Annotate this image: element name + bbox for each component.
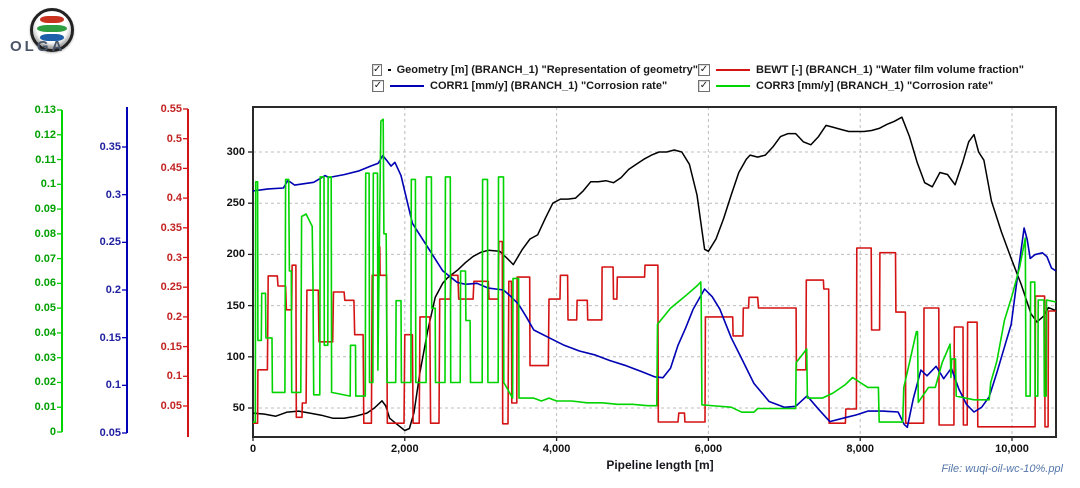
bewt-tick-label: 0.35 bbox=[160, 221, 182, 234]
corr3-tick-label: 0.12 bbox=[34, 128, 56, 141]
corr3-tick-label: 0.1 bbox=[40, 178, 56, 191]
bewt-tick-label: 0.45 bbox=[160, 162, 182, 175]
main-tick-label: 150 bbox=[226, 299, 245, 312]
corr3-tick-label: 0.01 bbox=[34, 401, 56, 414]
corr1-tick-label: 0.05 bbox=[99, 427, 121, 439]
bewt-tick-label: 0.05 bbox=[160, 400, 182, 412]
logo-blue-stripe bbox=[40, 34, 64, 41]
series-bewt-line bbox=[253, 240, 1056, 428]
corr1-tick-label: 0.1 bbox=[105, 379, 121, 392]
bewt-tick-label: 0.1 bbox=[166, 370, 182, 383]
legend-checkbox-corr1[interactable]: ✓ bbox=[372, 80, 384, 92]
x-tick-label: 4,000 bbox=[542, 443, 571, 455]
corr3-tick-label: 0.11 bbox=[35, 153, 56, 166]
main-tick-label: 250 bbox=[226, 197, 245, 210]
legend-checkbox-bewt[interactable]: ✓ bbox=[698, 64, 710, 76]
corr3-tick-label: 0.08 bbox=[34, 227, 56, 240]
x-tick-label: 8,000 bbox=[846, 443, 874, 455]
corr1-tick-label: 0.3 bbox=[105, 188, 121, 201]
olga-logo-text: OLGA bbox=[10, 38, 66, 55]
corr1-tick-label: 0.2 bbox=[105, 284, 121, 296]
legend-checkbox-geometry[interactable]: ✓ bbox=[372, 64, 383, 76]
plot-border bbox=[252, 106, 1057, 438]
bewt-tick-label: 0.15 bbox=[160, 340, 182, 353]
main-tick-label: 50 bbox=[232, 402, 245, 414]
corr3-tick-label: 0.03 bbox=[34, 351, 56, 364]
x-tick-label: 2,000 bbox=[391, 443, 419, 455]
corr1-tick-label: 0.15 bbox=[99, 331, 121, 344]
series-corr1-line bbox=[252, 154, 1057, 429]
x-tick-label: 10,000 bbox=[995, 443, 1029, 455]
logo-green-stripe bbox=[37, 25, 67, 32]
bewt-tick-label: 0.25 bbox=[160, 281, 182, 294]
legend-item-geometry: ✓ Geometry [m] (BRANCH_1) "Representation… bbox=[372, 62, 698, 78]
bewt-tick-label: 0.4 bbox=[166, 192, 182, 205]
logo-red-stripe bbox=[40, 16, 64, 23]
legend-label-corr1: CORR1 [mm/y] (BRANCH_1) "Corrosion rate" bbox=[430, 80, 668, 92]
main-tick-label: 300 bbox=[226, 146, 245, 158]
series-geometry-line bbox=[252, 116, 1057, 432]
corr3-tick-label: 0.04 bbox=[34, 326, 56, 339]
x-tick-label: 6,000 bbox=[694, 443, 723, 455]
legend-color-line-geometry bbox=[388, 69, 391, 71]
legend-item-bewt: ✓ BEWT [-] (BRANCH_1) "Water film volume … bbox=[698, 62, 1024, 78]
corr3-tick-label: 0.07 bbox=[34, 252, 56, 265]
legend-label-bewt: BEWT [-] (BRANCH_1) "Water film volume f… bbox=[756, 64, 1024, 76]
olga-logo-icon bbox=[30, 8, 74, 52]
corr3-tick-label: 0.09 bbox=[34, 203, 56, 216]
legend: ✓ Geometry [m] (BRANCH_1) "Representation… bbox=[372, 62, 1024, 94]
corr3-tick-label: 0.02 bbox=[34, 376, 56, 389]
corr1-tick-label: 0.25 bbox=[99, 236, 121, 249]
x-tick-label: 0 bbox=[249, 443, 257, 455]
main-tick-label: 100 bbox=[226, 350, 245, 363]
legend-checkbox-corr3[interactable]: ✓ bbox=[698, 80, 710, 92]
bewt-tick-label: 0.2 bbox=[166, 310, 182, 323]
corr3-tick-label: 0 bbox=[49, 426, 56, 438]
corr1-tick-label: 0.35 bbox=[99, 141, 121, 153]
bewt-tick-label: 0.3 bbox=[166, 251, 182, 264]
corr3-tick-label: 0.05 bbox=[34, 302, 56, 315]
legend-item-corr3: ✓ CORR3 [mm/y] (BRANCH_1) "Corrosion rate… bbox=[698, 78, 1024, 94]
corr3-tick-label: 0.13 bbox=[34, 104, 56, 116]
legend-label-geometry: Geometry [m] (BRANCH_1) "Representation … bbox=[396, 64, 698, 76]
bewt-tick-label: 0.5 bbox=[166, 132, 182, 145]
x-axis-title: Pipeline length [m] bbox=[606, 458, 714, 472]
corr3-tick-label: 0.06 bbox=[34, 277, 56, 290]
legend-color-line-bewt bbox=[716, 69, 750, 71]
legend-label-corr3: CORR3 [mm/y] (BRANCH_1) "Corrosion rate" bbox=[756, 80, 994, 92]
main-tick-label: 200 bbox=[226, 248, 245, 261]
legend-color-line-corr3 bbox=[716, 85, 750, 87]
file-name-label: File: wuqi-oil-wc-10%.ppl bbox=[941, 463, 1063, 475]
bewt-tick-label: 0.55 bbox=[160, 103, 182, 115]
series-corr3-line bbox=[253, 118, 1057, 423]
legend-color-line-corr1 bbox=[390, 85, 424, 87]
legend-item-corr1: ✓ CORR1 [mm/y] (BRANCH_1) "Corrosion rate… bbox=[372, 78, 698, 94]
